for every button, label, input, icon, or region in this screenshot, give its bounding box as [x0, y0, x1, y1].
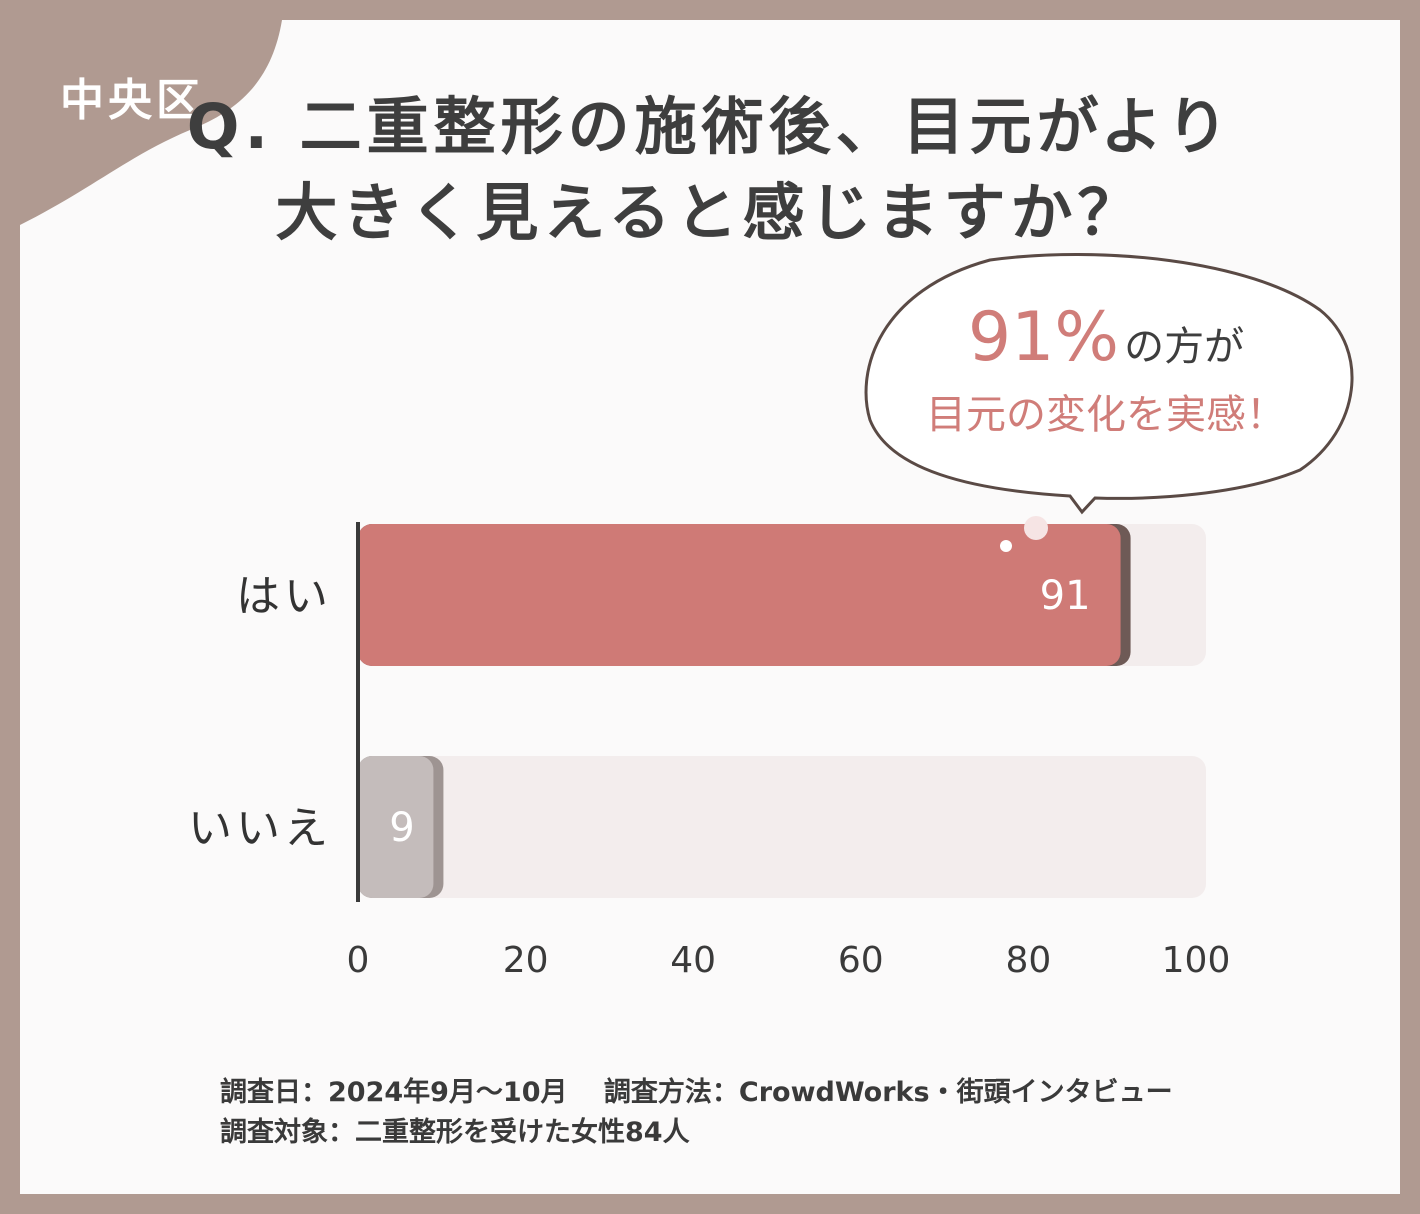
district-tag: 中央区 [60, 75, 204, 126]
value-label-1: 9 [389, 805, 414, 851]
tick-label-4: 80 [1005, 940, 1051, 981]
callout-line1: 91% の方が [866, 298, 1346, 377]
title-line2: 大きく見えると感じますか？ [275, 176, 1145, 249]
value-label-0: 91 [1040, 573, 1091, 619]
callout-suffix: の方が [1124, 324, 1245, 370]
callout-subtext: 目元の変化を実感！ [926, 392, 1286, 438]
background-shapes [20, 20, 1354, 515]
bar-1 [358, 756, 434, 898]
bar-0 [358, 524, 1121, 666]
tick-label-0: 0 [347, 940, 370, 981]
footer-line2: 調査対象：二重整形を受けた女性84人 [220, 1117, 690, 1148]
category-label-0: はい [236, 571, 332, 622]
title-line1: Q. 二重整形の施術後、目元がより [186, 90, 1234, 163]
tick-label-3: 60 [838, 940, 884, 981]
corner-tag-shape [20, 20, 282, 225]
tick-label-5: 100 [1162, 940, 1231, 981]
callout-percent: 91% [967, 298, 1120, 377]
tick-label-1: 20 [503, 940, 549, 981]
callout-line2: 目元の変化を実感！ [866, 382, 1346, 440]
speech-bubble [864, 252, 1354, 515]
footer-line1: 調査日：2024年9月〜10月 調査方法：CrowdWorks・街頭インタビュー [220, 1077, 1173, 1108]
sparkle-dot-small [1000, 540, 1012, 552]
sparkle-dot-large [1024, 516, 1048, 540]
tick-label-2: 40 [670, 940, 716, 981]
bar-track-1 [358, 756, 1206, 898]
category-label-1: いいえ [188, 803, 332, 854]
